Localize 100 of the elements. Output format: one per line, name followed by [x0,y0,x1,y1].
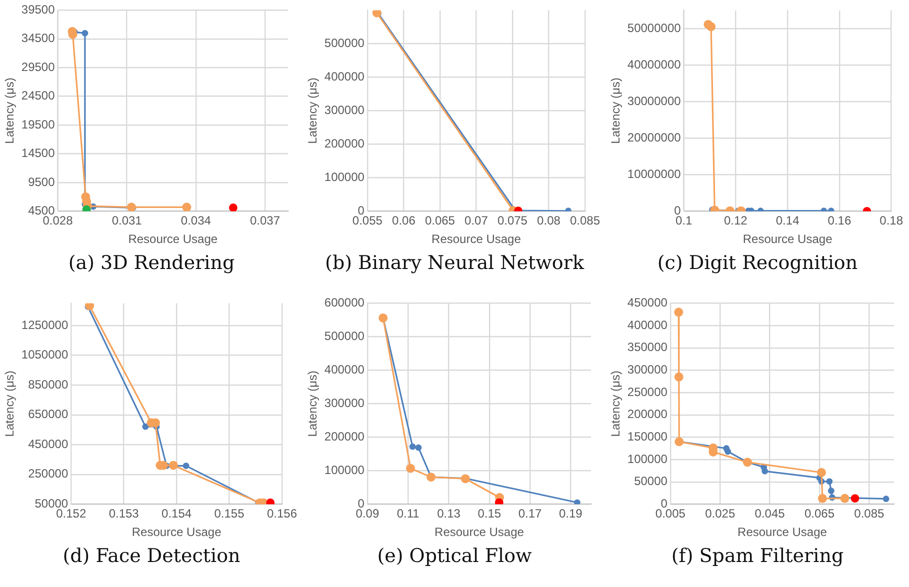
text: (e) Optical Flow [376,545,533,567]
x-tick-label: 0.085 [854,506,884,521]
y-tick-label: 9500 [28,174,56,189]
y-tick-label: 150000 [627,430,668,444]
x-axis-title: Resource Usage [128,232,218,246]
y-tick-label: 250000 [627,384,668,399]
point [826,478,833,485]
x-tick-label: 0.034 [180,214,212,228]
x-tick-label: 0.14 [776,214,800,228]
x-tick-label: 0.065 [804,506,835,521]
point [828,488,834,494]
y-tick-label: 200000 [324,430,365,444]
x-axis-title: Resource Usage [432,232,522,246]
y-tick-label: 1050000 [21,348,68,362]
x-tick-label: 0.025 [705,506,736,521]
y-tick-label: 100000 [627,452,668,466]
point [229,204,238,212]
x-tick-label: 0.08 [537,214,561,228]
point [182,202,192,212]
point [674,308,684,317]
x-tick-label: 0.065 [424,214,456,228]
y-tick-label: 10000000 [627,166,682,181]
y-axis-title: Latency (μs) [608,370,623,437]
y-tick-label: 400000 [324,70,365,84]
x-tick-label: 0.031 [112,214,142,228]
text: (a) 3D Rendering [67,252,236,274]
y-tick-label: 50000 [634,474,668,488]
y-tick-label: 29500 [21,60,56,74]
point [574,499,580,504]
x-tick-label: 0.07 [464,214,488,228]
point [882,496,890,502]
x-tick-label: 0.152 [56,506,86,521]
y-tick-label: 400000 [324,362,365,377]
x-tick-label: 0.045 [754,506,786,521]
y-axis-title: Latency (μs) [2,370,17,437]
x-tick-label: 0.028 [42,214,74,228]
text: (f) Spam Filtering [670,545,845,567]
x-tick-label: 0.12 [724,214,748,228]
x-tick-label: 0.153 [108,506,140,521]
x-tick-label: 0.075 [497,214,528,228]
y-tick-label: 24500 [21,88,56,103]
y-tick-label: 200000 [627,407,668,422]
x-tick-label: 0.037 [250,214,280,228]
y-tick-label: 850000 [28,377,68,392]
point [142,423,149,430]
y-tick-label: 30000000 [627,94,682,108]
y-tick-label: 100000 [324,463,365,478]
x-tick-label: 0.06 [392,214,416,228]
y-tick-label: 250000 [28,466,68,481]
y-tick-label: 100000 [324,170,365,184]
x-tick-label: 0.13 [437,506,461,521]
y-tick-label: 400000 [627,318,668,332]
y-tick-label: 650000 [28,407,68,422]
point [182,462,190,469]
y-tick-label: 500000 [324,329,365,344]
text: (d) Face Detection [62,545,242,567]
point [724,448,732,455]
point [85,303,94,310]
point [674,372,684,382]
y-axis-title: Latency (μs) [2,78,17,144]
text: (b) Binary Neural Network [324,252,586,274]
y-tick-label: 39500 [21,2,56,17]
x-tick-label: 0.155 [214,506,245,521]
point [850,494,860,503]
y-tick-label: 500000 [324,36,365,50]
x-tick-label: 0.085 [570,214,600,228]
x-tick-label: 0.19 [558,506,583,521]
point [82,30,88,36]
x-tick-label: 0.1 [675,214,692,228]
y-tick-label: 300000 [324,396,365,410]
y-tick-label: 450000 [627,296,668,310]
point [372,10,382,18]
point [818,494,827,503]
y-tick-label: 40000000 [627,57,682,72]
point [126,202,136,212]
point [168,460,178,470]
y-tick-label: 350000 [627,340,668,354]
y-axis-title: Latency (μs) [306,78,320,144]
y-tick-label: 300000 [627,362,668,377]
x-axis-title: Resource Usage [434,525,524,540]
x-axis-title: Resource Usage [132,525,222,540]
y-tick-label: 200000 [324,136,365,151]
x-axis-title: Resource Usage [742,232,833,246]
y-axis-title: Latency (μs) [306,370,320,437]
y-tick-label: 1250000 [21,318,68,332]
y-axis-title: Latency (μs) [608,78,623,144]
x-axis-title: Resource Usage [738,525,828,540]
y-tick-label: 20000000 [627,130,682,144]
y-tick-label: 34500 [21,31,56,46]
point [415,444,422,451]
y-tick-label: 450000 [28,436,68,451]
point [840,494,850,503]
point [706,22,716,32]
x-tick-label: 0.17 [518,506,542,521]
point [406,464,416,473]
x-tick-label: 0.09 [356,506,380,521]
x-tick-label: 0.16 [828,214,852,228]
y-tick-label: 300000 [324,103,365,118]
y-tick-label: 19500 [21,117,56,132]
y-tick-label: 50000000 [627,20,682,35]
